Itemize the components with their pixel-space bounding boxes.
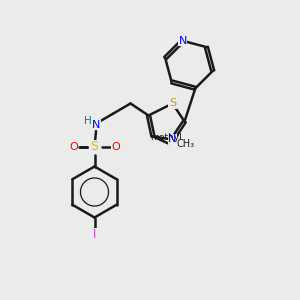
Text: I: I (93, 228, 96, 242)
Text: N: N (178, 36, 187, 46)
Text: N: N (168, 134, 177, 145)
Text: O: O (111, 142, 120, 152)
Text: methyl: methyl (150, 134, 181, 142)
Text: S: S (169, 98, 176, 109)
Text: N: N (92, 119, 100, 130)
Text: O: O (69, 142, 78, 152)
Text: S: S (91, 140, 98, 154)
Text: H: H (84, 116, 92, 126)
Text: CH₃: CH₃ (177, 139, 195, 149)
